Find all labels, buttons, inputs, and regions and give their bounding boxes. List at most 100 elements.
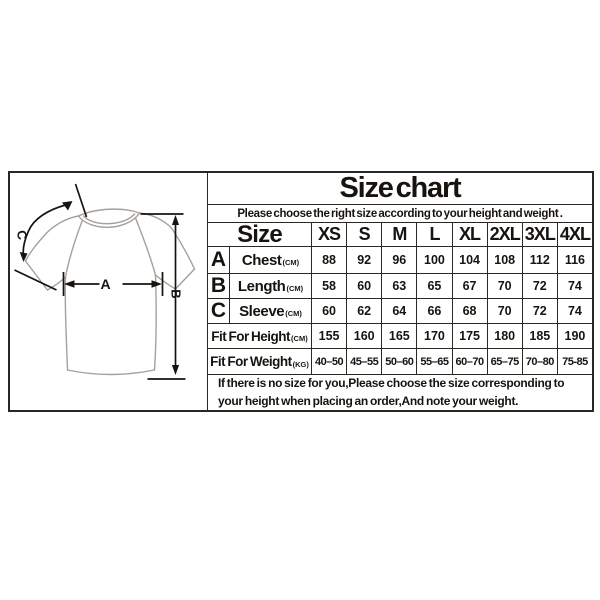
height-value: 170 bbox=[416, 324, 452, 349]
measure-b-arrow-down bbox=[171, 365, 180, 375]
column-header-2xl: 2XL bbox=[486, 223, 522, 247]
row-label-chest: Chest (CM) bbox=[229, 247, 311, 274]
size-chart-sheet: A B C Size chart Please choose the right… bbox=[8, 171, 594, 412]
row-label-fit-height: Fit For Height (CM) bbox=[208, 324, 311, 349]
height-value: 190 bbox=[556, 324, 592, 349]
weight-value: 75-85 bbox=[556, 349, 592, 375]
column-header-s: S bbox=[346, 223, 382, 247]
measure-a-arrow-left bbox=[64, 280, 75, 288]
chest-value: 100 bbox=[416, 247, 452, 274]
row-unit: (CM) bbox=[282, 258, 300, 267]
chest-value: 116 bbox=[556, 247, 592, 274]
row-letter: B bbox=[208, 274, 229, 299]
column-header-m: M bbox=[381, 223, 417, 247]
chest-value: 112 bbox=[521, 247, 557, 274]
measure-labels: A B C bbox=[14, 229, 184, 299]
sleeve-value: 60 bbox=[311, 299, 347, 324]
row-unit: (CM) bbox=[285, 309, 302, 318]
sleeve-value: 72 bbox=[521, 299, 557, 324]
row-label-fit-weight: Fit For Weight (KG) bbox=[208, 349, 311, 375]
length-value: 60 bbox=[346, 274, 382, 299]
sleeve-value: 74 bbox=[556, 299, 592, 324]
row-label-length: Length (CM) bbox=[229, 274, 311, 299]
size-note-line-1: If there is no size for you,Please choos… bbox=[218, 376, 565, 391]
row-label-text: Sleeve bbox=[239, 302, 285, 320]
weight-value: 40–50 bbox=[311, 349, 347, 375]
measure-c-curve bbox=[22, 204, 66, 257]
length-value: 65 bbox=[416, 274, 452, 299]
arrowheads bbox=[19, 201, 180, 375]
chest-value: 92 bbox=[346, 247, 382, 274]
row-label-sleeve: Sleeve (CM) bbox=[229, 299, 311, 324]
column-header-xl: XL bbox=[451, 223, 487, 247]
weight-value: 70–80 bbox=[521, 349, 557, 375]
length-value: 67 bbox=[451, 274, 487, 299]
height-value: 155 bbox=[311, 324, 347, 349]
row-label-text: Fit For Height bbox=[211, 328, 291, 344]
size-note: If there is no size for you,Please choos… bbox=[208, 375, 592, 410]
height-value: 160 bbox=[346, 324, 382, 349]
size-table: Size XS S M L XL 2XL 3XL 4XL A Chest (CM)… bbox=[208, 221, 592, 375]
collar-tick-line bbox=[74, 183, 88, 218]
collar-inner-line bbox=[82, 213, 136, 225]
height-value: 175 bbox=[451, 324, 487, 349]
weight-value: 60–70 bbox=[451, 349, 487, 375]
row-unit: (CM) bbox=[286, 284, 304, 293]
height-value: 180 bbox=[486, 324, 522, 349]
right-underarm bbox=[154, 274, 177, 290]
size-note-line-2: your height when placing an order,And no… bbox=[218, 393, 519, 408]
table-corner-cell: Size bbox=[208, 221, 311, 248]
left-body-side bbox=[64, 276, 69, 371]
sleeve-value: 66 bbox=[416, 299, 452, 324]
row-label-text: Length bbox=[237, 277, 286, 295]
chest-value: 104 bbox=[451, 247, 487, 274]
left-raglan-seam bbox=[64, 219, 84, 278]
hem-line bbox=[66, 369, 156, 376]
chest-value: 88 bbox=[311, 247, 347, 274]
sleeve-value: 62 bbox=[346, 299, 382, 324]
row-unit: (CM) bbox=[291, 334, 308, 343]
sleeve-tick-line bbox=[14, 269, 57, 291]
measure-c-arrow-top bbox=[62, 201, 73, 211]
weight-value: 50–60 bbox=[381, 349, 417, 375]
chart-title: Size chart bbox=[208, 172, 592, 205]
chest-value: 108 bbox=[486, 247, 522, 274]
weight-value: 65–75 bbox=[486, 349, 522, 375]
column-header-4xl: 4XL bbox=[556, 223, 592, 247]
collar-top-line bbox=[77, 208, 141, 217]
row-label-text: Chest bbox=[241, 251, 282, 269]
row-label-text: Fit For Weight bbox=[210, 354, 292, 369]
row-letter: A bbox=[208, 247, 229, 274]
sleeve-value: 68 bbox=[451, 299, 487, 324]
length-value: 72 bbox=[521, 274, 557, 299]
row-unit: (KG) bbox=[292, 359, 309, 369]
measurement-annotations bbox=[14, 183, 186, 380]
chest-value: 96 bbox=[381, 247, 417, 274]
tshirt-outline bbox=[24, 208, 196, 376]
right-body-side bbox=[153, 274, 157, 371]
left-sleeve-end bbox=[24, 260, 49, 291]
length-value: 63 bbox=[381, 274, 417, 299]
measure-label-b: B bbox=[169, 289, 184, 298]
right-sleeve-end bbox=[174, 268, 196, 290]
weight-value: 55–65 bbox=[416, 349, 452, 375]
column-header-xs: XS bbox=[311, 223, 347, 247]
column-header-3xl: 3XL bbox=[521, 223, 557, 247]
length-value: 58 bbox=[311, 274, 347, 299]
left-shoulder-line bbox=[24, 215, 80, 262]
sleeve-value: 70 bbox=[486, 299, 522, 324]
length-value: 70 bbox=[486, 274, 522, 299]
height-value: 165 bbox=[381, 324, 417, 349]
tshirt-diagram: A B C bbox=[14, 183, 196, 380]
chart-subtitle: Please choose the right size according t… bbox=[208, 205, 592, 223]
size-table-panel: Size chart Please choose the right size … bbox=[208, 172, 592, 410]
measure-a-arrow-right bbox=[151, 280, 162, 288]
measure-label-c: C bbox=[14, 229, 31, 241]
measure-c-arrow-bottom bbox=[19, 252, 28, 262]
weight-value: 45–55 bbox=[346, 349, 382, 375]
row-letter: C bbox=[208, 299, 229, 324]
column-header-l: L bbox=[416, 223, 452, 247]
right-shoulder-line bbox=[138, 212, 196, 270]
length-value: 74 bbox=[556, 274, 592, 299]
